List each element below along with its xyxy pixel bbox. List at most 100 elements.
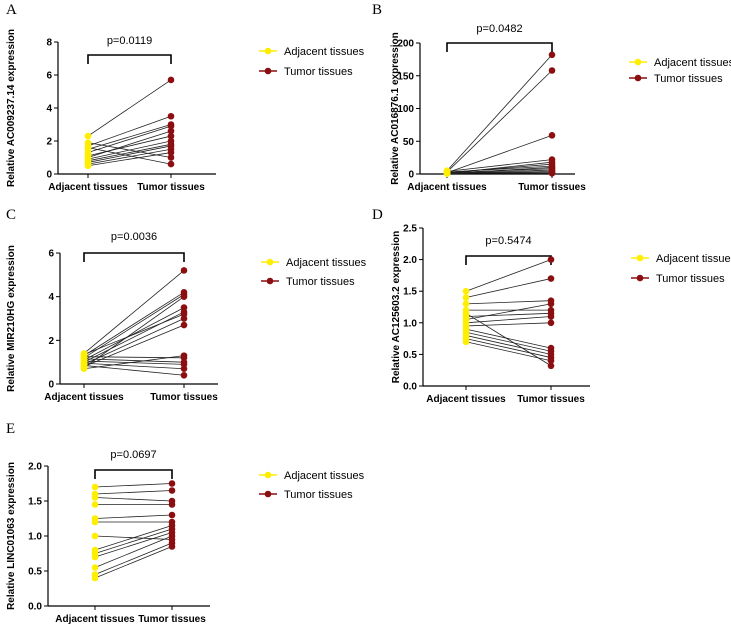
pair-line: [94, 497, 173, 502]
pair-line: [87, 143, 172, 162]
adjacent-point: [462, 316, 470, 323]
pair-line: [446, 159, 553, 172]
y-axis-label: Relative MIR210HG expression: [6, 245, 17, 392]
y-tick-label: 100: [397, 104, 414, 115]
x-tick-label: Tumor tissues: [517, 394, 585, 405]
y-axis-label: Relative AC016876.1 expression: [390, 32, 401, 185]
tumor-point: [168, 536, 176, 543]
pair-line: [94, 546, 173, 579]
tumor-point: [547, 313, 555, 320]
pair-line: [83, 270, 185, 354]
pair-line: [465, 338, 552, 358]
tumor-point: [180, 267, 188, 274]
tumor-point: [180, 371, 188, 379]
pair-line: [83, 362, 185, 370]
pair-line: [83, 311, 185, 363]
pair-line: [446, 165, 553, 173]
pair-line: [83, 360, 185, 365]
p-value-label: p=0.0697: [110, 449, 156, 461]
legend-label: Adjacent tissues: [284, 470, 365, 482]
y-tick-label: 0: [46, 170, 52, 181]
legend-tumor-marker: [264, 490, 272, 498]
tumor-point: [548, 132, 556, 139]
pair-line: [87, 147, 172, 165]
significance-bracket: [465, 255, 552, 265]
y-axis-label: Relative AC009237.14 expression: [6, 29, 17, 187]
significance-bracket: [94, 469, 173, 479]
adjacent-point: [84, 162, 92, 170]
pair-line: [465, 312, 552, 367]
tumor-point: [167, 154, 175, 161]
adjacent-point: [443, 169, 451, 177]
adjacent-point: [91, 501, 99, 508]
legend-tumor-marker: [266, 277, 274, 285]
x-tick-label: Adjacent tissues: [426, 394, 506, 405]
x-tick-label: Adjacent tissues: [407, 182, 487, 193]
pair-line: [446, 171, 553, 174]
panel-letter: A: [6, 2, 17, 18]
p-value-label: p=0.5474: [485, 235, 531, 247]
tumor-point: [168, 511, 176, 519]
pair-line: [94, 514, 173, 519]
tumor-point: [168, 487, 176, 494]
panel-b: B 0 50 100 150 200 Adjacent tissues Tumor tissu…: [372, 2, 731, 193]
pair-line: [83, 291, 185, 356]
y-tick-label: 1.0: [403, 318, 417, 329]
y-axis-label: Relative LINC01063 expression: [6, 462, 17, 610]
panel-d: D 0.0 0.5 1.0 1.5 2.0 2.5 Adjacent tissues Tumor…: [372, 207, 731, 405]
adjacent-point: [84, 154, 92, 161]
pair-line: [87, 124, 172, 150]
adjacent-point: [84, 132, 92, 140]
pair-line: [87, 135, 172, 157]
tumor-point: [547, 300, 555, 308]
pair-line: [83, 356, 185, 359]
p-value-label: p=0.0482: [476, 23, 522, 35]
x-tick-label: Adjacent tissues: [48, 182, 128, 193]
tumor-point: [168, 501, 176, 508]
tumor-point: [547, 357, 555, 365]
tumor-point: [548, 67, 556, 74]
tumor-point: [548, 170, 556, 177]
pair-line: [94, 528, 173, 554]
pair-line: [446, 54, 553, 171]
pair-line: [94, 483, 173, 488]
p-value-label: p=0.0119: [107, 35, 152, 47]
tumor-point: [167, 112, 175, 120]
tumor-point: [547, 256, 555, 263]
tumor-point: [180, 365, 188, 373]
tumor-point: [167, 160, 175, 168]
adjacent-point: [91, 532, 99, 540]
pair-line: [465, 303, 552, 321]
adjacent-point: [91, 553, 99, 561]
y-axis-label: Relative AC125603.2 expression: [391, 231, 402, 384]
x-tick-label: Tumor tissues: [138, 614, 206, 625]
pair-line: [87, 142, 172, 158]
pair-line: [465, 259, 552, 292]
pair-line: [94, 535, 173, 568]
tumor-point: [167, 122, 175, 130]
adjacent-point: [80, 351, 88, 358]
tumor-point: [180, 310, 188, 318]
legend-label: Tumor tissues: [654, 73, 723, 85]
adjacent-point: [91, 494, 99, 501]
panel-letter: E: [6, 421, 15, 437]
significance-bracket: [87, 54, 172, 64]
legend-adjacent-marker: [266, 258, 274, 266]
pair-line: [465, 328, 552, 349]
legend-label: Adjacent tissues: [286, 257, 367, 269]
adjacent-point: [462, 310, 470, 317]
significance-bracket: [446, 42, 553, 52]
y-tick-label: 0: [48, 380, 54, 391]
tumor-point: [180, 321, 188, 329]
y-tick-label: 4: [46, 104, 52, 115]
y-tick-label: 8: [46, 38, 52, 49]
pair-line: [465, 300, 552, 305]
adjacent-point: [91, 518, 99, 526]
adjacent-point: [91, 483, 99, 491]
tumor-point: [547, 275, 555, 282]
y-tick-label: 2.0: [28, 462, 42, 473]
y-tick-label: 6: [48, 249, 54, 260]
y-tick-label: 0.5: [28, 567, 42, 578]
legend-tumor-marker: [264, 67, 272, 75]
